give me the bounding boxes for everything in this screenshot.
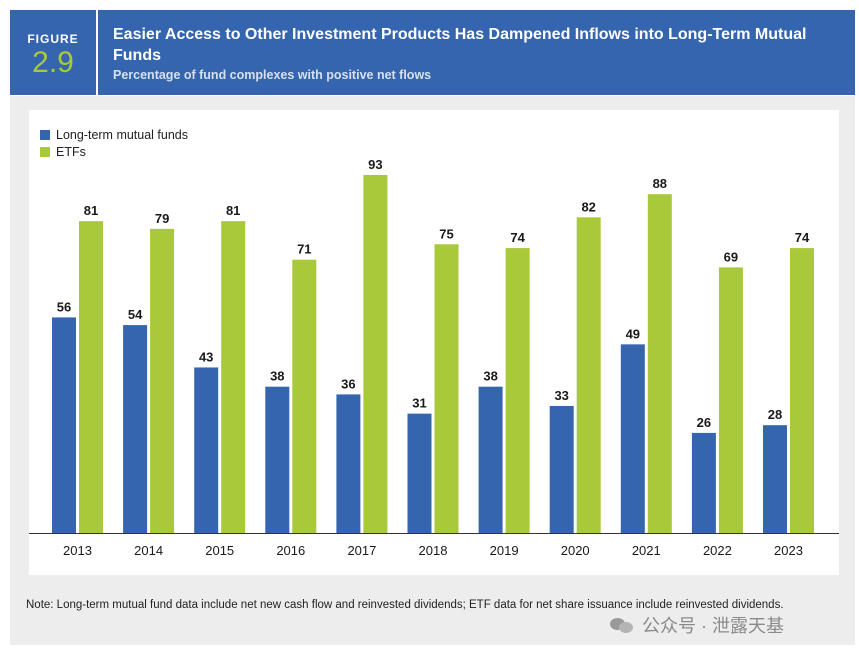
x-tick-label-2023: 2023 <box>774 543 803 558</box>
bar-etfs-2013 <box>79 221 103 533</box>
wechat-icon <box>610 616 634 634</box>
bar-etfs-2014 <box>150 228 175 533</box>
bar-mutual-funds-2017 <box>336 394 361 533</box>
bar-etfs-2015 <box>221 221 246 533</box>
label-mutual-funds-2015: 43 <box>199 349 213 364</box>
legend-label-mutual-funds: Long-term mutual funds <box>56 127 189 142</box>
figure-header: FIGURE 2.9 Easier Access to Other Invest… <box>10 10 855 95</box>
x-tick-label-2017: 2017 <box>347 543 376 558</box>
bar-etfs-2021 <box>647 194 672 533</box>
label-etfs-2013: 81 <box>84 203 98 218</box>
legend-item-etfs: ETFs <box>40 143 188 160</box>
label-etfs-2021: 88 <box>653 176 667 191</box>
x-tick-label-2016: 2016 <box>276 543 305 558</box>
watermark: 公众号 · 泄露天基 <box>610 612 784 638</box>
legend-label-etfs: ETFs <box>56 144 86 159</box>
x-tick-label-2015: 2015 <box>205 543 234 558</box>
bar-mutual-funds-2023 <box>763 425 787 533</box>
figure-label: FIGURE <box>27 32 79 46</box>
bar-etfs-2023 <box>790 248 814 533</box>
bar-etfs-2016 <box>292 259 317 533</box>
bar-mutual-funds-2018 <box>407 413 432 533</box>
x-tick-label-2019: 2019 <box>490 543 519 558</box>
watermark-text: 公众号 · 泄露天基 <box>642 616 784 636</box>
label-mutual-funds-2020: 33 <box>554 388 568 403</box>
label-etfs-2020: 82 <box>581 199 595 214</box>
x-tick-label-2013: 2013 <box>63 543 92 558</box>
legend-swatch-mutual-funds <box>40 129 50 140</box>
chart-note: Note: Long-term mutual fund data include… <box>26 599 784 611</box>
x-tick-label-2014: 2014 <box>134 543 163 558</box>
label-mutual-funds-2018: 31 <box>412 396 426 411</box>
bar-etfs-2020 <box>576 217 601 534</box>
x-tick-label-2022: 2022 <box>703 543 732 558</box>
bar-mutual-funds-2015 <box>194 367 219 533</box>
label-mutual-funds-2016: 38 <box>270 369 284 384</box>
label-etfs-2019: 74 <box>510 230 525 245</box>
x-tick-label-2021: 2021 <box>632 543 661 558</box>
bar-etfs-2017 <box>363 174 388 533</box>
bar-etfs-2022 <box>718 267 743 533</box>
bar-etfs-2019 <box>505 248 530 533</box>
legend: Long-term mutual funds ETFs <box>40 126 188 160</box>
bar-mutual-funds-2014 <box>123 325 148 533</box>
label-mutual-funds-2014: 54 <box>128 307 143 322</box>
bar-mutual-funds-2016 <box>265 386 290 533</box>
bar-mutual-funds-2019 <box>478 386 503 533</box>
bar-mutual-funds-2013 <box>52 317 76 533</box>
label-etfs-2017: 93 <box>368 157 382 172</box>
label-mutual-funds-2017: 36 <box>341 376 355 391</box>
legend-swatch-etfs <box>40 146 50 157</box>
x-tick-label-2018: 2018 <box>419 543 448 558</box>
label-mutual-funds-2023: 28 <box>768 407 782 422</box>
x-tick-label-2020: 2020 <box>561 543 590 558</box>
figure-badge: FIGURE 2.9 <box>10 10 98 95</box>
label-mutual-funds-2022: 26 <box>697 415 711 430</box>
bar-mutual-funds-2020 <box>549 405 574 533</box>
label-etfs-2018: 75 <box>439 226 453 241</box>
label-mutual-funds-2013: 56 <box>57 299 71 314</box>
label-etfs-2014: 79 <box>155 211 169 226</box>
label-etfs-2023: 74 <box>795 230 810 245</box>
label-etfs-2022: 69 <box>724 249 738 264</box>
label-mutual-funds-2021: 49 <box>626 326 640 341</box>
figure-number: 2.9 <box>32 46 74 79</box>
bar-mutual-funds-2021 <box>620 344 645 533</box>
chart-subtitle: Percentage of fund complexes with positi… <box>113 68 432 82</box>
label-etfs-2015: 81 <box>226 203 240 218</box>
chart-title: Easier Access to Other Investment Produc… <box>113 26 807 64</box>
legend-item-mutual-funds: Long-term mutual funds <box>40 126 188 143</box>
bar-etfs-2018 <box>434 244 459 533</box>
bar-mutual-funds-2022 <box>691 432 716 533</box>
label-mutual-funds-2019: 38 <box>483 369 497 384</box>
label-etfs-2016: 71 <box>297 242 311 257</box>
